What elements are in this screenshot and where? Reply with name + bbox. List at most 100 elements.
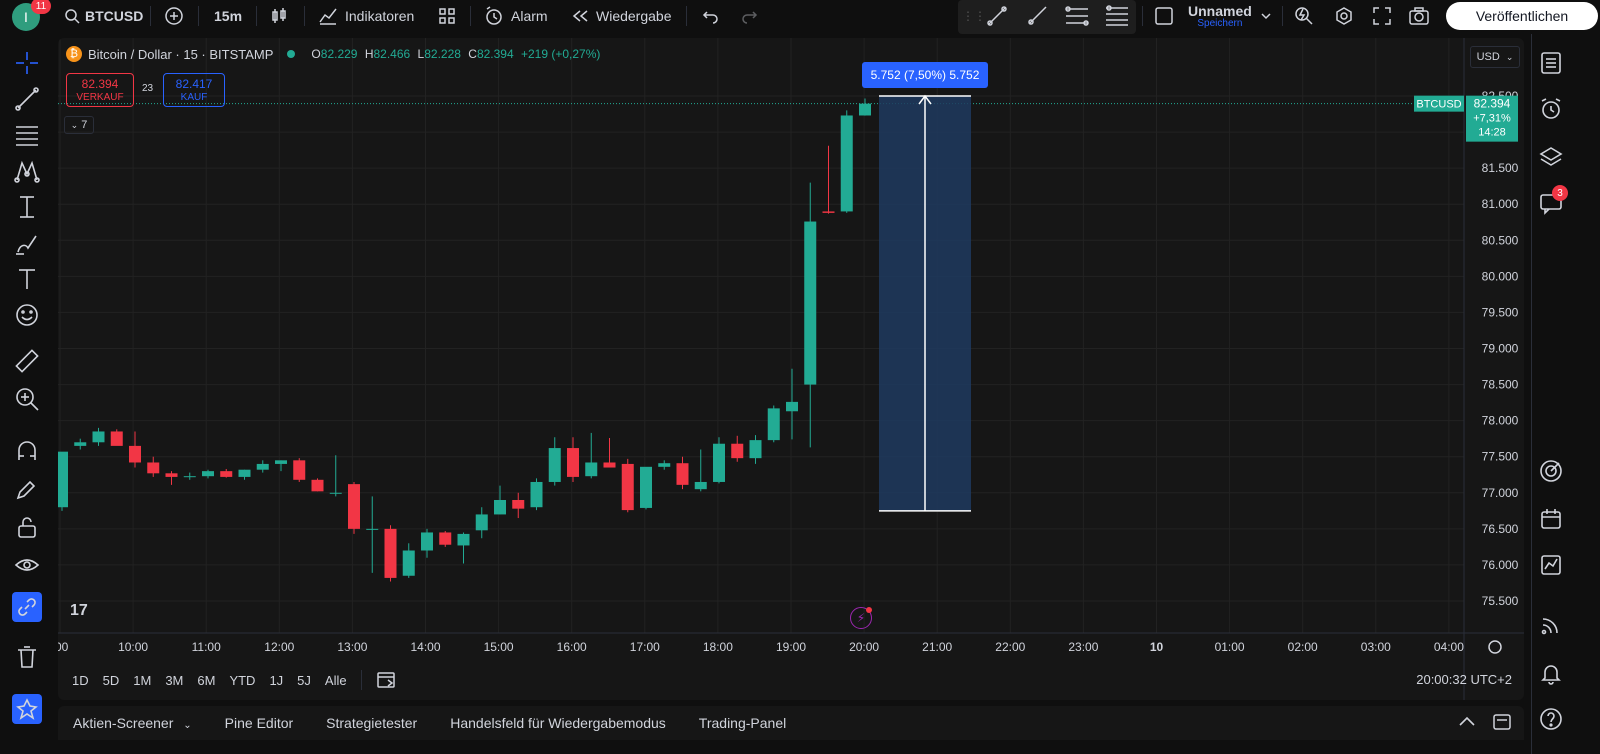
- interval-button[interactable]: 15m: [214, 8, 243, 24]
- parallel-channel-tool[interactable]: [1064, 0, 1090, 32]
- range-ytd[interactable]: YTD: [229, 672, 256, 688]
- timezone-clock[interactable]: 20:00:32 UTC+2: [1416, 672, 1512, 687]
- range-1j[interactable]: 1J: [269, 672, 284, 688]
- candle-body: [366, 528, 379, 530]
- range-3m[interactable]: 3M: [165, 672, 184, 688]
- close-label: C: [468, 47, 477, 61]
- fib-retracement-icon: [16, 126, 38, 146]
- axis-settings-icon: [1488, 640, 1502, 654]
- candle-body: [74, 442, 87, 446]
- alerts-button[interactable]: [1536, 94, 1566, 124]
- snapshot-button[interactable]: [1408, 0, 1430, 32]
- projection-tool[interactable]: [12, 192, 42, 222]
- open-label: O: [311, 47, 321, 61]
- indicators-button[interactable]: Indikatoren: [318, 0, 414, 32]
- pattern-tool[interactable]: [12, 156, 42, 186]
- price-tag-bg: [1466, 95, 1518, 142]
- tab-trading-panel[interactable]: Trading-Panel: [698, 715, 787, 731]
- sell-button[interactable]: 82.394 VERKAUF: [66, 73, 134, 107]
- range-5j[interactable]: 5J: [297, 672, 311, 688]
- streams-button[interactable]: [1536, 610, 1566, 640]
- maximize-panel-button[interactable]: [1492, 713, 1512, 734]
- templates-button[interactable]: [438, 0, 456, 32]
- brush-tool[interactable]: [12, 228, 42, 258]
- tab-replay-trading[interactable]: Handelsfeld für Wiedergabemodus: [450, 715, 666, 731]
- undo-icon: [702, 11, 718, 24]
- remove-drawings-tool[interactable]: [12, 642, 42, 672]
- fib-tool[interactable]: [12, 120, 42, 150]
- watchlist-button[interactable]: [1536, 48, 1566, 78]
- candle-body: [767, 408, 780, 441]
- chat-button[interactable]: [1536, 188, 1566, 218]
- ideas-chart-icon: [1541, 555, 1561, 575]
- x-tick-label: 03:00: [1361, 640, 1391, 654]
- emoji-tool[interactable]: [12, 300, 42, 330]
- candle-body: [92, 431, 105, 443]
- range-all[interactable]: Alle: [324, 672, 347, 688]
- list-icon: [1541, 52, 1561, 74]
- tradingview-logo[interactable]: 17: [70, 602, 88, 619]
- measure-tool[interactable]: [12, 346, 42, 376]
- notifications-button[interactable]: [1536, 658, 1566, 688]
- compare-button[interactable]: [164, 0, 184, 32]
- layout-name-button[interactable]: Unnamed Speichern: [1188, 0, 1252, 32]
- chart-panel[interactable]: 82.50082.00081.50081.00080.50080.00079.5…: [58, 38, 1524, 700]
- collapse-panel-button[interactable]: [1458, 714, 1476, 731]
- x-tick-label: 21:00: [922, 640, 952, 654]
- top-toolbar: I 11 BTCUSD 15m Indikatoren Alarm Wieder…: [0, 0, 1600, 34]
- buy-button[interactable]: 82.417 KAUF: [163, 73, 225, 107]
- smiley-icon: [16, 304, 38, 326]
- y-tick-label: 76.500: [1482, 522, 1519, 536]
- visibility-tool[interactable]: [12, 550, 42, 580]
- alarm-button[interactable]: Alarm: [484, 0, 548, 32]
- chart-legend: ₿ Bitcoin / Dollar · 15 · BITSTAMP O82.2…: [66, 46, 600, 62]
- fullscreen-button[interactable]: [1372, 0, 1392, 32]
- text-tool[interactable]: [12, 264, 42, 294]
- favorites-tool[interactable]: [12, 694, 42, 724]
- replay-button[interactable]: Wiedergabe: [571, 0, 672, 32]
- chart-canvas[interactable]: 82.50082.00081.50081.00080.50080.00079.5…: [58, 38, 1524, 700]
- low-label: L: [417, 47, 425, 61]
- measure-label-box: [862, 62, 988, 88]
- zoom-tool[interactable]: [12, 384, 42, 414]
- range-5d[interactable]: 5D: [102, 672, 120, 688]
- bottom-panel-tabs: Aktien-Screener ⌄ Pine Editor Strategiet…: [58, 706, 1524, 740]
- lock-tool[interactable]: [12, 512, 42, 542]
- chart-type-button[interactable]: [270, 0, 288, 32]
- trend-line-tool-left[interactable]: [12, 84, 42, 114]
- symbol-title[interactable]: Bitcoin / Dollar · 15 · BITSTAMP: [88, 46, 274, 62]
- object-tree-button[interactable]: [1536, 142, 1566, 172]
- drawing-mode-tool[interactable]: [12, 474, 42, 504]
- chevron-down-icon[interactable]: [1260, 0, 1272, 32]
- fib-extension-tool[interactable]: [1104, 0, 1130, 32]
- undo-button[interactable]: [702, 0, 720, 32]
- trend-line-tool[interactable]: [986, 0, 1008, 32]
- calendar-button[interactable]: [1536, 504, 1566, 534]
- range-1m[interactable]: 1M: [133, 672, 152, 688]
- range-6m[interactable]: 6M: [197, 672, 216, 688]
- lightning-icon[interactable]: ⚡: [850, 607, 872, 629]
- publish-button[interactable]: Veröffentlichen: [1446, 2, 1598, 30]
- ray-tool[interactable]: [1026, 0, 1048, 32]
- redo-button[interactable]: [740, 0, 758, 32]
- ideas-button[interactable]: [1536, 550, 1566, 580]
- crosshair-tool[interactable]: [12, 48, 42, 78]
- magnet-tool[interactable]: [12, 436, 42, 466]
- y-tick-label: 77.500: [1482, 450, 1519, 464]
- tab-stock-screener[interactable]: Aktien-Screener ⌄: [73, 715, 192, 731]
- sync-drawings-tool[interactable]: [12, 592, 42, 622]
- hotlists-button[interactable]: [1536, 456, 1566, 486]
- tab-strategy-tester[interactable]: Strategietester: [326, 715, 418, 731]
- layout-select-button[interactable]: [1154, 0, 1174, 32]
- quick-search-button[interactable]: [1294, 0, 1314, 32]
- range-1d[interactable]: 1D: [72, 672, 89, 688]
- settings-button[interactable]: [1334, 0, 1354, 32]
- help-button[interactable]: [1536, 704, 1566, 734]
- currency-select[interactable]: USD ⌄: [1470, 46, 1520, 68]
- drag-handle-icon[interactable]: ⋮⋮: [962, 9, 986, 23]
- indicators-collapse-button[interactable]: ⌄ 7: [64, 116, 94, 134]
- candle-body: [621, 463, 634, 511]
- symbol-search-button[interactable]: BTCUSD: [64, 0, 143, 32]
- goto-date-button[interactable]: [376, 669, 398, 692]
- tab-pine-editor[interactable]: Pine Editor: [224, 715, 294, 731]
